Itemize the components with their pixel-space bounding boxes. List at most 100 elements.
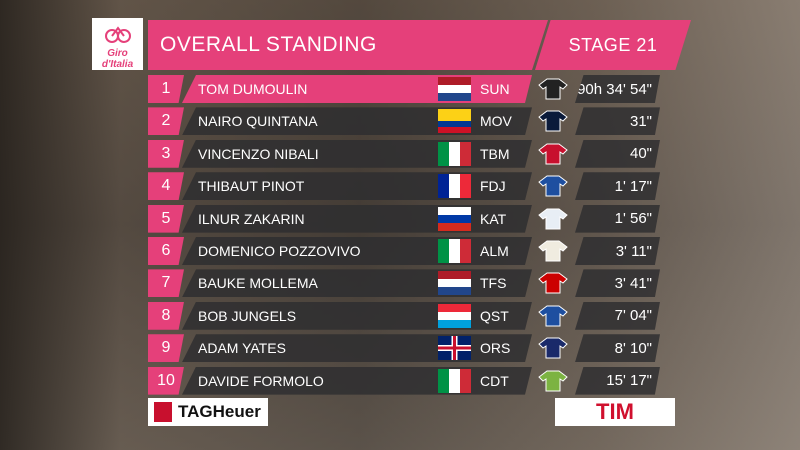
time-cell: 3' 41" <box>575 269 660 298</box>
rank-cell: 1 <box>148 75 184 103</box>
flag <box>438 336 471 361</box>
flag-part <box>438 303 471 313</box>
jersey-shape <box>538 305 568 327</box>
logo-icon <box>105 26 131 43</box>
flag-part <box>449 174 461 199</box>
time-cell: 7' 04" <box>575 301 660 330</box>
flag-part <box>449 368 461 393</box>
flag-part <box>438 319 471 328</box>
jersey-shape <box>538 240 568 262</box>
sponsor-box: TIM <box>555 398 675 426</box>
rider-name: ILNUR ZAKARIN <box>182 204 532 233</box>
sponsor-text: TAGHeuer <box>178 402 261 421</box>
logo-box: Giro d'Italia <box>92 18 143 70</box>
team-code: MOV <box>480 113 512 130</box>
time-cell: 40" <box>575 139 660 168</box>
sponsor-box: TAGHeuer <box>148 398 268 426</box>
flag-part <box>438 368 450 393</box>
jersey-shape <box>538 175 568 197</box>
flag-part <box>460 141 471 166</box>
team-code: FDJ <box>480 178 506 195</box>
team-code: SUN <box>480 81 510 97</box>
rider-name: NAIRO QUINTANA <box>182 107 532 136</box>
team-code: QST <box>480 307 509 324</box>
stage-label: STAGE 21 <box>535 20 691 70</box>
sponsor-icon <box>154 402 172 422</box>
flag-part <box>438 109 471 116</box>
flag <box>438 109 471 134</box>
jersey-shape <box>538 110 568 132</box>
team-code: KAT <box>480 210 507 227</box>
team-jersey <box>538 370 568 392</box>
flag <box>438 77 471 101</box>
flag <box>438 303 471 328</box>
rider-name: TOM DUMOULIN <box>182 75 532 103</box>
time-cell: 1' 56" <box>575 204 660 233</box>
sponsor-text: TIM <box>596 399 634 424</box>
flag-part <box>453 336 456 361</box>
team-jersey <box>538 240 568 262</box>
rider-name: THIBAUT PINOT <box>182 172 532 201</box>
team-jersey <box>538 78 568 100</box>
rider-name: BAUKE MOLLEMA <box>182 269 532 298</box>
rider-name: VINCENZO NIBALI <box>182 139 532 168</box>
flag-part <box>438 121 471 128</box>
time-cell: 8' 10" <box>575 334 660 363</box>
flag <box>438 174 471 199</box>
time-cell: 3' 11" <box>575 237 660 265</box>
jersey-shape <box>538 370 568 392</box>
rank-cell: 3 <box>148 139 184 168</box>
flag-part <box>438 115 471 122</box>
time-cell: 90h 34' 54" <box>575 75 660 103</box>
team-code: CDT <box>480 372 509 389</box>
flag-part <box>438 279 471 288</box>
jersey-shape <box>538 272 568 294</box>
team-code: TBM <box>480 145 510 162</box>
rank-cell: 8 <box>148 301 184 330</box>
jersey-shape <box>538 78 568 100</box>
rider-name: ADAM YATES <box>182 334 532 363</box>
rank-cell: 4 <box>148 172 184 201</box>
logo-text: Giro d'Italia <box>101 48 134 70</box>
time-cell: 31" <box>575 107 660 136</box>
team-jersey <box>538 305 568 327</box>
time-cell: 15' 17" <box>575 366 660 395</box>
flag-part <box>460 368 471 393</box>
team-jersey <box>538 337 568 359</box>
flag-part <box>438 174 450 199</box>
flag-part <box>438 77 471 86</box>
flag-part <box>460 239 471 263</box>
rank-cell: 5 <box>148 204 184 233</box>
time-cell: 1' 17" <box>575 172 660 201</box>
team-code: TFS <box>480 275 507 292</box>
flag-part <box>438 93 471 101</box>
team-jersey <box>538 110 568 132</box>
flag <box>438 141 471 166</box>
rider-name: DAVIDE FORMOLO <box>182 366 532 395</box>
team-jersey <box>538 272 568 294</box>
flag-part <box>438 271 471 280</box>
flag-part <box>449 239 461 263</box>
flag <box>438 271 471 296</box>
team-jersey <box>538 208 568 230</box>
flag <box>438 206 471 231</box>
rank-cell: 7 <box>148 269 184 298</box>
flag-part <box>438 206 471 216</box>
flag <box>438 368 471 393</box>
flag-part <box>438 287 471 296</box>
flag-part <box>460 174 471 199</box>
team-jersey <box>538 143 568 165</box>
team-code: ALM <box>480 243 509 259</box>
flag-part <box>449 141 461 166</box>
rider-name: BOB JUNGELS <box>182 301 532 330</box>
rank-cell: 10 <box>148 366 184 395</box>
jersey-shape <box>538 337 568 359</box>
rank-cell: 6 <box>148 237 184 265</box>
flag-part <box>438 141 450 166</box>
flag-part <box>438 239 450 263</box>
jersey-shape <box>538 208 568 230</box>
rank-cell: 2 <box>148 107 184 136</box>
header-title: OVERALL STANDING <box>148 20 548 70</box>
jersey-shape <box>538 143 568 165</box>
